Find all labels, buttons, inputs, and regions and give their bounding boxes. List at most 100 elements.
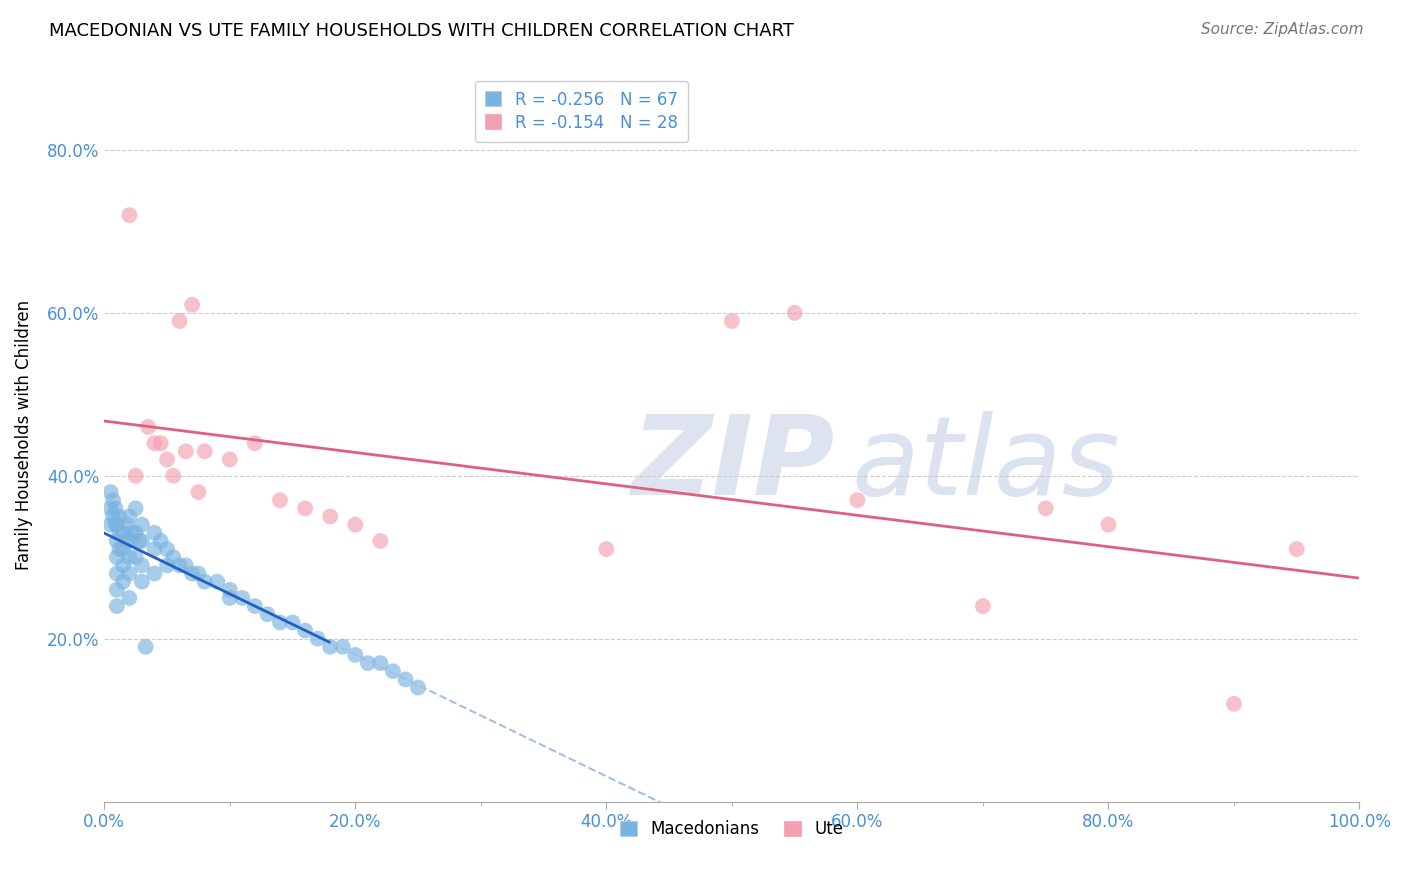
Point [721, 314, 744, 328]
Point [181, 566, 204, 581]
Point [194, 444, 217, 458]
Point [169, 314, 191, 328]
Point [1285, 542, 1308, 557]
Point [108, 509, 131, 524]
Point [332, 640, 354, 654]
Point [108, 542, 131, 557]
Point [194, 574, 217, 589]
Point [394, 673, 416, 687]
Point [406, 681, 429, 695]
Text: atlas: atlas [851, 411, 1119, 518]
Point [156, 558, 179, 573]
Point [357, 656, 380, 670]
Point [143, 525, 166, 540]
Point [118, 550, 141, 565]
Point [243, 436, 266, 450]
Point [112, 558, 135, 573]
Point [143, 436, 166, 450]
Point [256, 607, 278, 622]
Point [131, 517, 153, 532]
Point [243, 599, 266, 613]
Point [118, 566, 141, 581]
Point [218, 452, 240, 467]
Point [218, 591, 240, 605]
Point [169, 558, 191, 573]
Point [131, 558, 153, 573]
Point [105, 566, 128, 581]
Point [174, 444, 197, 458]
Point [972, 599, 994, 613]
Point [115, 533, 138, 548]
Point [124, 525, 146, 540]
Point [187, 566, 209, 581]
Point [381, 665, 404, 679]
Point [143, 566, 166, 581]
Point [143, 542, 166, 557]
Point [149, 436, 172, 450]
Point [205, 574, 228, 589]
Point [100, 485, 122, 500]
Point [269, 615, 291, 630]
Point [105, 550, 128, 565]
Point [136, 420, 159, 434]
Point [1035, 501, 1057, 516]
Point [174, 558, 197, 573]
Point [124, 501, 146, 516]
Point [118, 533, 141, 548]
Point [124, 468, 146, 483]
Point [105, 599, 128, 613]
Point [269, 493, 291, 508]
Point [181, 298, 204, 312]
Text: ZIP: ZIP [631, 411, 835, 518]
Point [101, 493, 124, 508]
Text: MACEDONIAN VS UTE FAMILY HOUSEHOLDS WITH CHILDREN CORRELATION CHART: MACEDONIAN VS UTE FAMILY HOUSEHOLDS WITH… [49, 22, 794, 40]
Point [101, 509, 124, 524]
Point [135, 640, 157, 654]
Legend: Macedonians, Ute: Macedonians, Ute [613, 814, 851, 845]
Y-axis label: Family Households with Children: Family Households with Children [15, 300, 32, 570]
Point [319, 509, 342, 524]
Point [128, 533, 150, 548]
Point [370, 656, 392, 670]
Text: Source: ZipAtlas.com: Source: ZipAtlas.com [1201, 22, 1364, 37]
Point [1097, 517, 1119, 532]
Point [112, 542, 135, 557]
Point [118, 509, 141, 524]
Point [104, 517, 127, 532]
Point [108, 525, 131, 540]
Point [156, 542, 179, 557]
Point [131, 533, 153, 548]
Point [846, 493, 869, 508]
Point [294, 624, 316, 638]
Point [307, 632, 329, 646]
Point [187, 485, 209, 500]
Point [124, 550, 146, 565]
Point [112, 525, 135, 540]
Point [100, 501, 122, 516]
Point [115, 517, 138, 532]
Point [105, 517, 128, 532]
Point [149, 533, 172, 548]
Point [105, 533, 128, 548]
Point [112, 574, 135, 589]
Point [121, 525, 143, 540]
Point [1223, 697, 1246, 711]
Point [319, 640, 342, 654]
Point [370, 533, 392, 548]
Point [100, 517, 122, 532]
Point [162, 468, 184, 483]
Point [218, 582, 240, 597]
Point [162, 550, 184, 565]
Point [294, 501, 316, 516]
Point [231, 591, 253, 605]
Point [118, 591, 141, 605]
Point [156, 452, 179, 467]
Point [104, 501, 127, 516]
Point [105, 582, 128, 597]
Point [281, 615, 304, 630]
Point [344, 517, 367, 532]
Point [344, 648, 367, 662]
Point [595, 542, 617, 557]
Point [118, 208, 141, 222]
Point [131, 574, 153, 589]
